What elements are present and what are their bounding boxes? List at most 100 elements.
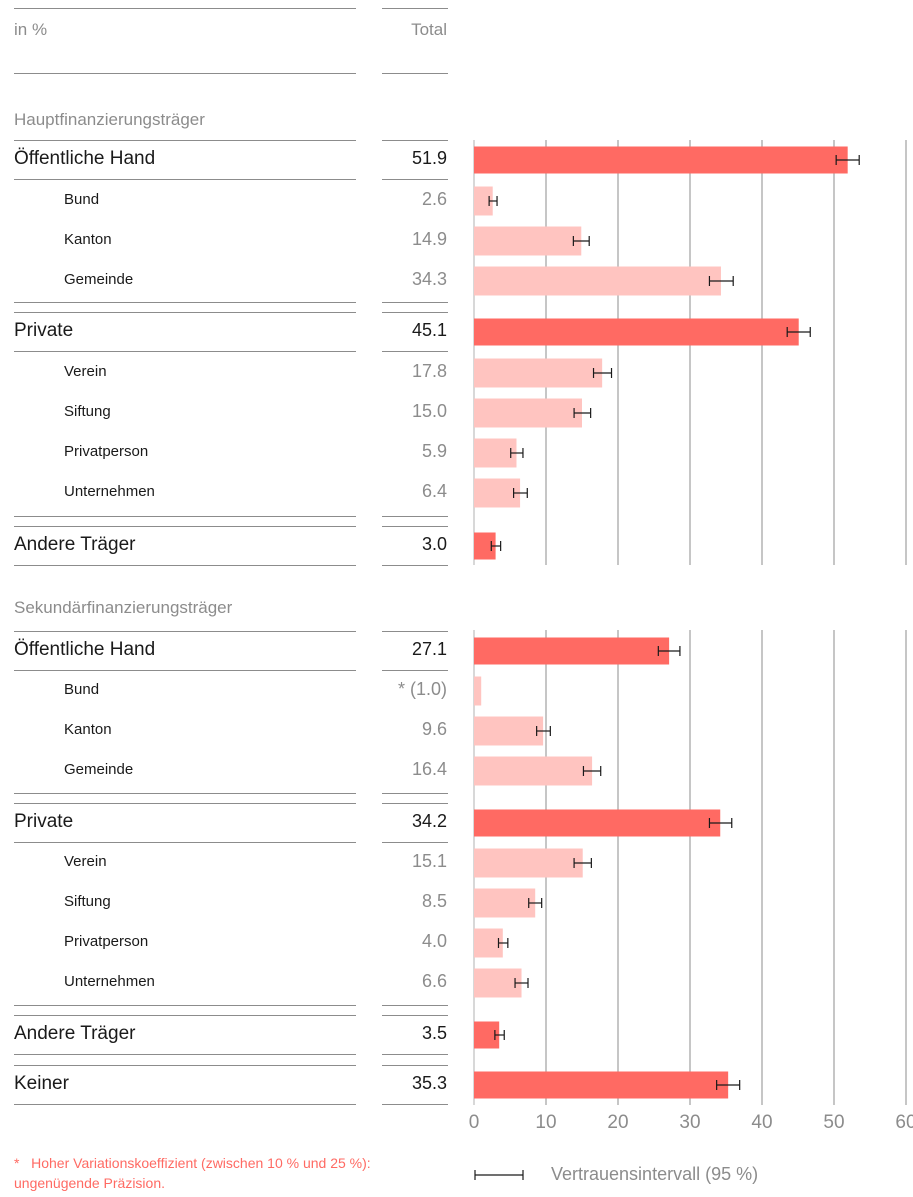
row-separator bbox=[14, 516, 356, 517]
row-separator bbox=[382, 1104, 448, 1105]
row-value: 15.0 bbox=[411, 401, 447, 421]
row-label: Keiner bbox=[14, 1073, 69, 1094]
row-value: 51.9 bbox=[411, 148, 447, 168]
header-bottom-line-right bbox=[382, 73, 448, 74]
error-bar bbox=[657, 646, 681, 656]
row-value: 9.6 bbox=[421, 719, 447, 739]
row-label: Unternehmen bbox=[64, 483, 155, 500]
bar bbox=[474, 809, 721, 837]
error-bar bbox=[708, 818, 733, 828]
error-bar bbox=[573, 408, 592, 418]
row-label: Öffentliche Hand bbox=[14, 639, 156, 660]
header-bottom-line-left bbox=[14, 73, 356, 74]
row-value: 35.3 bbox=[411, 1073, 447, 1093]
row-value: 3.0 bbox=[421, 534, 447, 554]
footnote-marker: * bbox=[14, 1155, 20, 1171]
row-label: Privatperson bbox=[64, 933, 149, 950]
bar bbox=[474, 186, 493, 216]
row-label: Gemeinde bbox=[64, 271, 134, 288]
bar bbox=[474, 358, 603, 388]
row-label: Private bbox=[14, 320, 74, 341]
row-separator bbox=[382, 312, 448, 313]
x-tick-label: 60 bbox=[895, 1112, 913, 1133]
x-tick-label: 0 bbox=[469, 1112, 480, 1133]
row-separator bbox=[14, 1005, 356, 1006]
row-separator bbox=[14, 670, 356, 671]
row-separator bbox=[382, 803, 448, 804]
row-label: Kanton bbox=[64, 231, 112, 248]
row-separator bbox=[382, 140, 448, 141]
row-separator bbox=[382, 842, 448, 843]
row-value: 6.4 bbox=[421, 481, 447, 501]
row-value: 34.3 bbox=[411, 269, 447, 289]
row-separator bbox=[382, 1015, 448, 1016]
row-separator bbox=[382, 351, 448, 352]
header-top-line-left bbox=[14, 8, 356, 9]
row-separator bbox=[14, 351, 356, 352]
row-separator bbox=[14, 1065, 356, 1066]
row-label: Andere Träger bbox=[14, 534, 136, 555]
footnote: * Hoher Variationskoeffizient (zwischen … bbox=[14, 1153, 371, 1193]
header-top-line-right bbox=[382, 8, 448, 9]
x-tick-label: 50 bbox=[823, 1112, 844, 1133]
bar bbox=[474, 398, 582, 428]
unit-label: in % bbox=[14, 20, 48, 39]
x-tick-label: 30 bbox=[679, 1112, 700, 1133]
row-separator bbox=[14, 526, 356, 527]
row-separator bbox=[382, 631, 448, 632]
bar bbox=[474, 848, 583, 878]
footnote-line-1: Hoher Variationskoeffizient (zwischen 10… bbox=[31, 1155, 371, 1171]
row-separator bbox=[14, 842, 356, 843]
row-value: 3.5 bbox=[421, 1023, 447, 1043]
total-column-header: Total bbox=[411, 20, 447, 39]
row-label: Unternehmen bbox=[64, 973, 155, 990]
bar bbox=[474, 716, 544, 746]
row-separator bbox=[14, 565, 356, 566]
bar bbox=[474, 438, 517, 468]
row-label: Andere Träger bbox=[14, 1023, 136, 1044]
error-bar bbox=[512, 488, 528, 498]
row-separator bbox=[14, 1054, 356, 1055]
bar bbox=[474, 532, 496, 560]
row-separator bbox=[14, 803, 356, 804]
row-label: Öffentliche Hand bbox=[14, 148, 156, 169]
row-label: Verein bbox=[64, 363, 107, 380]
row-value: 27.1 bbox=[411, 639, 447, 659]
row-value: 16.4 bbox=[411, 759, 447, 779]
row-label: Gemeinde bbox=[64, 761, 134, 778]
bar bbox=[474, 968, 522, 998]
row-separator bbox=[382, 302, 448, 303]
row-value: 17.8 bbox=[411, 361, 447, 381]
row-separator bbox=[14, 140, 356, 141]
bar bbox=[474, 226, 582, 256]
row-label: Siftung bbox=[64, 893, 111, 910]
row-value: * (1.0) bbox=[397, 679, 447, 699]
row-label: Siftung bbox=[64, 403, 111, 420]
error-bar bbox=[490, 541, 502, 551]
row-value: 5.9 bbox=[421, 441, 447, 461]
row-label: Kanton bbox=[64, 721, 112, 738]
error-bar bbox=[497, 938, 509, 948]
error-bar bbox=[572, 236, 590, 246]
row-separator bbox=[382, 1054, 448, 1055]
row-separator bbox=[14, 1104, 356, 1105]
bar bbox=[474, 756, 593, 786]
footnote-line-2: ungenügende Präzision. bbox=[14, 1175, 166, 1191]
bar bbox=[474, 637, 670, 665]
error-bar bbox=[582, 766, 602, 776]
row-separator bbox=[14, 312, 356, 313]
row-value: 34.2 bbox=[411, 811, 447, 831]
error-bar bbox=[716, 1080, 741, 1090]
section-title-main-funding: Hauptfinanzierungsträger bbox=[14, 110, 205, 129]
row-label: Privatperson bbox=[64, 443, 149, 460]
error-bar bbox=[592, 368, 613, 378]
error-bar bbox=[510, 448, 524, 458]
row-separator bbox=[14, 302, 356, 303]
row-separator bbox=[382, 565, 448, 566]
x-tick-label: 20 bbox=[607, 1112, 628, 1133]
row-separator bbox=[382, 179, 448, 180]
row-separator bbox=[14, 631, 356, 632]
legend-label: Vertrauensintervall (95 %) bbox=[551, 1164, 759, 1184]
row-label: Verein bbox=[64, 853, 107, 870]
